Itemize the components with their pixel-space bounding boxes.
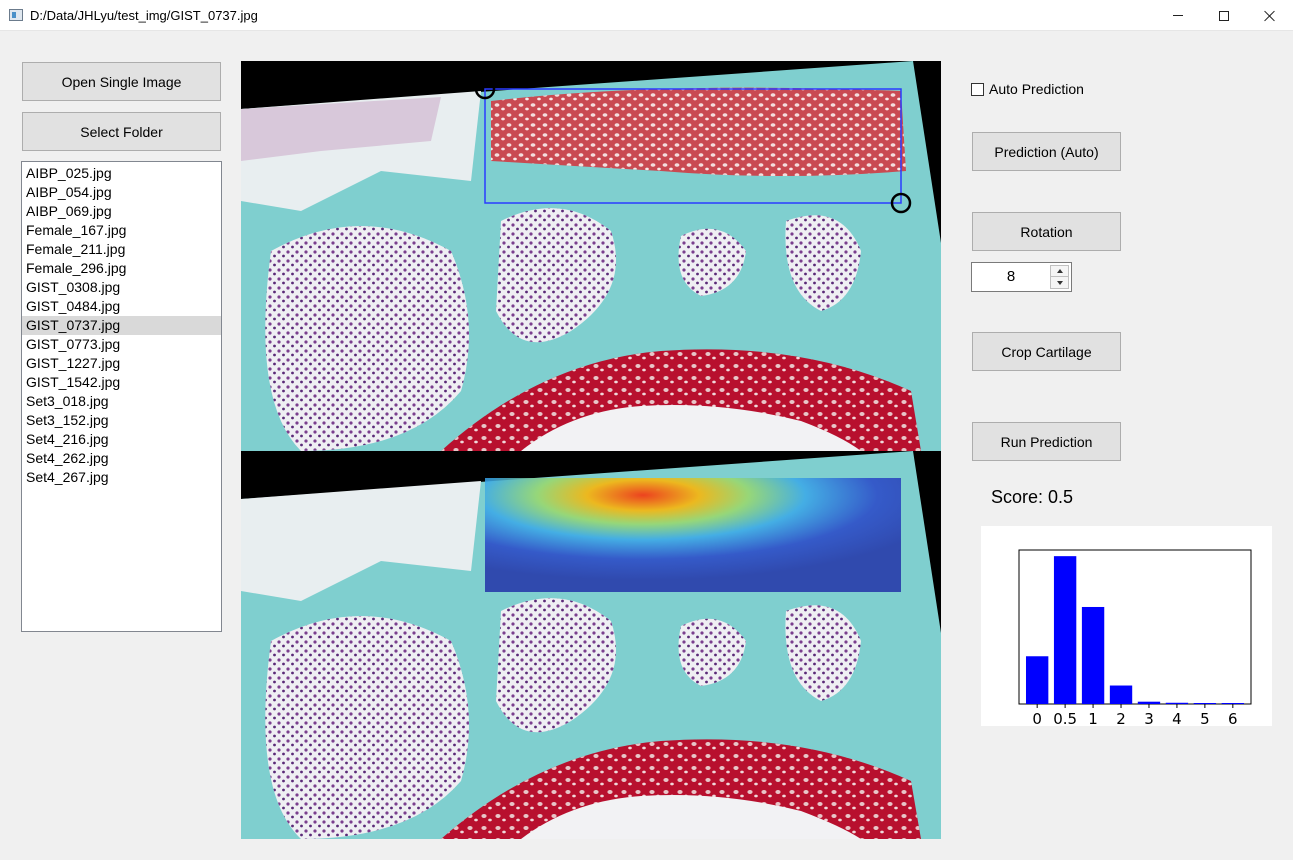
bar-chart-svg: 0 0.5 1 2 3 4 5 6 bbox=[1018, 549, 1252, 726]
chart-bar bbox=[1081, 606, 1105, 704]
arrow-down-icon bbox=[1056, 280, 1063, 285]
score-label: Score: 0.5 bbox=[991, 487, 1074, 507]
window-title: D:/Data/JHLyu/test_img/GIST_0737.jpg bbox=[30, 8, 258, 23]
file-list-item[interactable]: Set3_152.jpg bbox=[26, 412, 109, 428]
auto-prediction-checkbox[interactable]: Auto Prediction bbox=[971, 81, 1084, 97]
app-icon bbox=[9, 9, 23, 21]
maximize-icon bbox=[1219, 10, 1229, 21]
file-list-item[interactable]: Female_211.jpg bbox=[26, 241, 126, 257]
select-folder-button[interactable]: Select Folder bbox=[22, 112, 221, 151]
heatmap-overlay bbox=[485, 478, 901, 592]
file-list-item[interactable]: GIST_0773.jpg bbox=[26, 336, 121, 352]
chart-bar bbox=[1137, 701, 1161, 704]
spin-buttons bbox=[1050, 265, 1069, 289]
x-tick-label: 2 bbox=[1116, 710, 1126, 726]
x-tick-label: 5 bbox=[1200, 710, 1210, 726]
x-tick-label: 4 bbox=[1172, 710, 1182, 726]
chart-bar bbox=[1053, 556, 1077, 704]
minimize-icon bbox=[1173, 15, 1183, 16]
spin-down-button[interactable] bbox=[1051, 277, 1068, 288]
x-tick-label: 0 bbox=[1032, 710, 1042, 726]
file-list-item[interactable]: GIST_0737.jpg bbox=[22, 316, 221, 335]
file-list-item[interactable]: AIBP_054.jpg bbox=[26, 184, 112, 200]
file-list[interactable]: AIBP_025.jpg AIBP_054.jpg AIBP_069.jpg Fema… bbox=[21, 161, 222, 632]
rotation-button[interactable]: Rotation bbox=[972, 212, 1121, 251]
file-list-item[interactable]: GIST_1542.jpg bbox=[26, 374, 121, 390]
file-list-item[interactable]: Set4_267.jpg bbox=[26, 469, 109, 485]
run-prediction-button[interactable]: Run Prediction bbox=[972, 422, 1121, 461]
chart-bar bbox=[1165, 702, 1189, 704]
roi-handle-top-left[interactable] bbox=[474, 78, 496, 100]
chart-bar bbox=[1193, 703, 1217, 704]
file-list-item[interactable]: AIBP_069.jpg bbox=[26, 203, 112, 219]
original-image-view[interactable] bbox=[241, 61, 941, 451]
tissue-image bbox=[241, 61, 941, 451]
prediction-image-view[interactable] bbox=[241, 451, 941, 839]
file-list-item[interactable]: GIST_0308.jpg bbox=[26, 279, 121, 295]
file-list-item[interactable]: Set4_262.jpg bbox=[26, 450, 109, 466]
roi-handle-bottom-right[interactable] bbox=[890, 192, 912, 214]
close-icon bbox=[1264, 10, 1276, 22]
chart-bar bbox=[1025, 656, 1049, 704]
file-list-item[interactable]: AIBP_025.jpg bbox=[26, 165, 112, 181]
file-list-item[interactable]: Set4_216.jpg bbox=[26, 431, 109, 447]
file-list-item[interactable]: Female_167.jpg bbox=[26, 222, 127, 238]
prediction-auto-button[interactable]: Prediction (Auto) bbox=[972, 132, 1121, 171]
maximize-button[interactable] bbox=[1201, 0, 1247, 31]
rotation-value[interactable]: 8 bbox=[1006, 268, 1016, 285]
spin-up-button[interactable] bbox=[1051, 266, 1068, 277]
checkbox-box[interactable] bbox=[971, 82, 984, 96]
rotation-spinbox[interactable]: 8 bbox=[971, 262, 1072, 292]
arrow-up-icon bbox=[1056, 269, 1063, 273]
score-distribution-chart: 0 0.5 1 2 3 4 5 6 bbox=[981, 526, 1272, 726]
chart-bar bbox=[1109, 685, 1133, 704]
minimize-button[interactable] bbox=[1155, 0, 1201, 31]
x-tick-label: 1 bbox=[1088, 710, 1098, 726]
open-single-image-button[interactable]: Open Single Image bbox=[22, 62, 221, 101]
crop-cartilage-button[interactable]: Crop Cartilage bbox=[972, 332, 1121, 371]
x-tick-label: 6 bbox=[1228, 710, 1238, 726]
auto-prediction-label: Auto Prediction bbox=[989, 81, 1084, 97]
roi-box[interactable] bbox=[484, 88, 902, 204]
file-list-item[interactable]: Female_296.jpg bbox=[26, 260, 127, 276]
x-tick-label: 3 bbox=[1144, 710, 1154, 726]
chart-axes-frame bbox=[1018, 549, 1252, 705]
close-button[interactable] bbox=[1247, 0, 1293, 31]
chart-bar bbox=[1221, 703, 1245, 704]
title-bar: D:/Data/JHLyu/test_img/GIST_0737.jpg bbox=[0, 0, 1293, 31]
file-list-item[interactable]: Set3_018.jpg bbox=[26, 393, 109, 409]
file-list-item[interactable]: GIST_0484.jpg bbox=[26, 298, 121, 314]
x-tick-label: 0.5 bbox=[1053, 710, 1077, 726]
file-list-item[interactable]: GIST_1227.jpg bbox=[26, 355, 121, 371]
heatmap-image bbox=[241, 451, 941, 839]
